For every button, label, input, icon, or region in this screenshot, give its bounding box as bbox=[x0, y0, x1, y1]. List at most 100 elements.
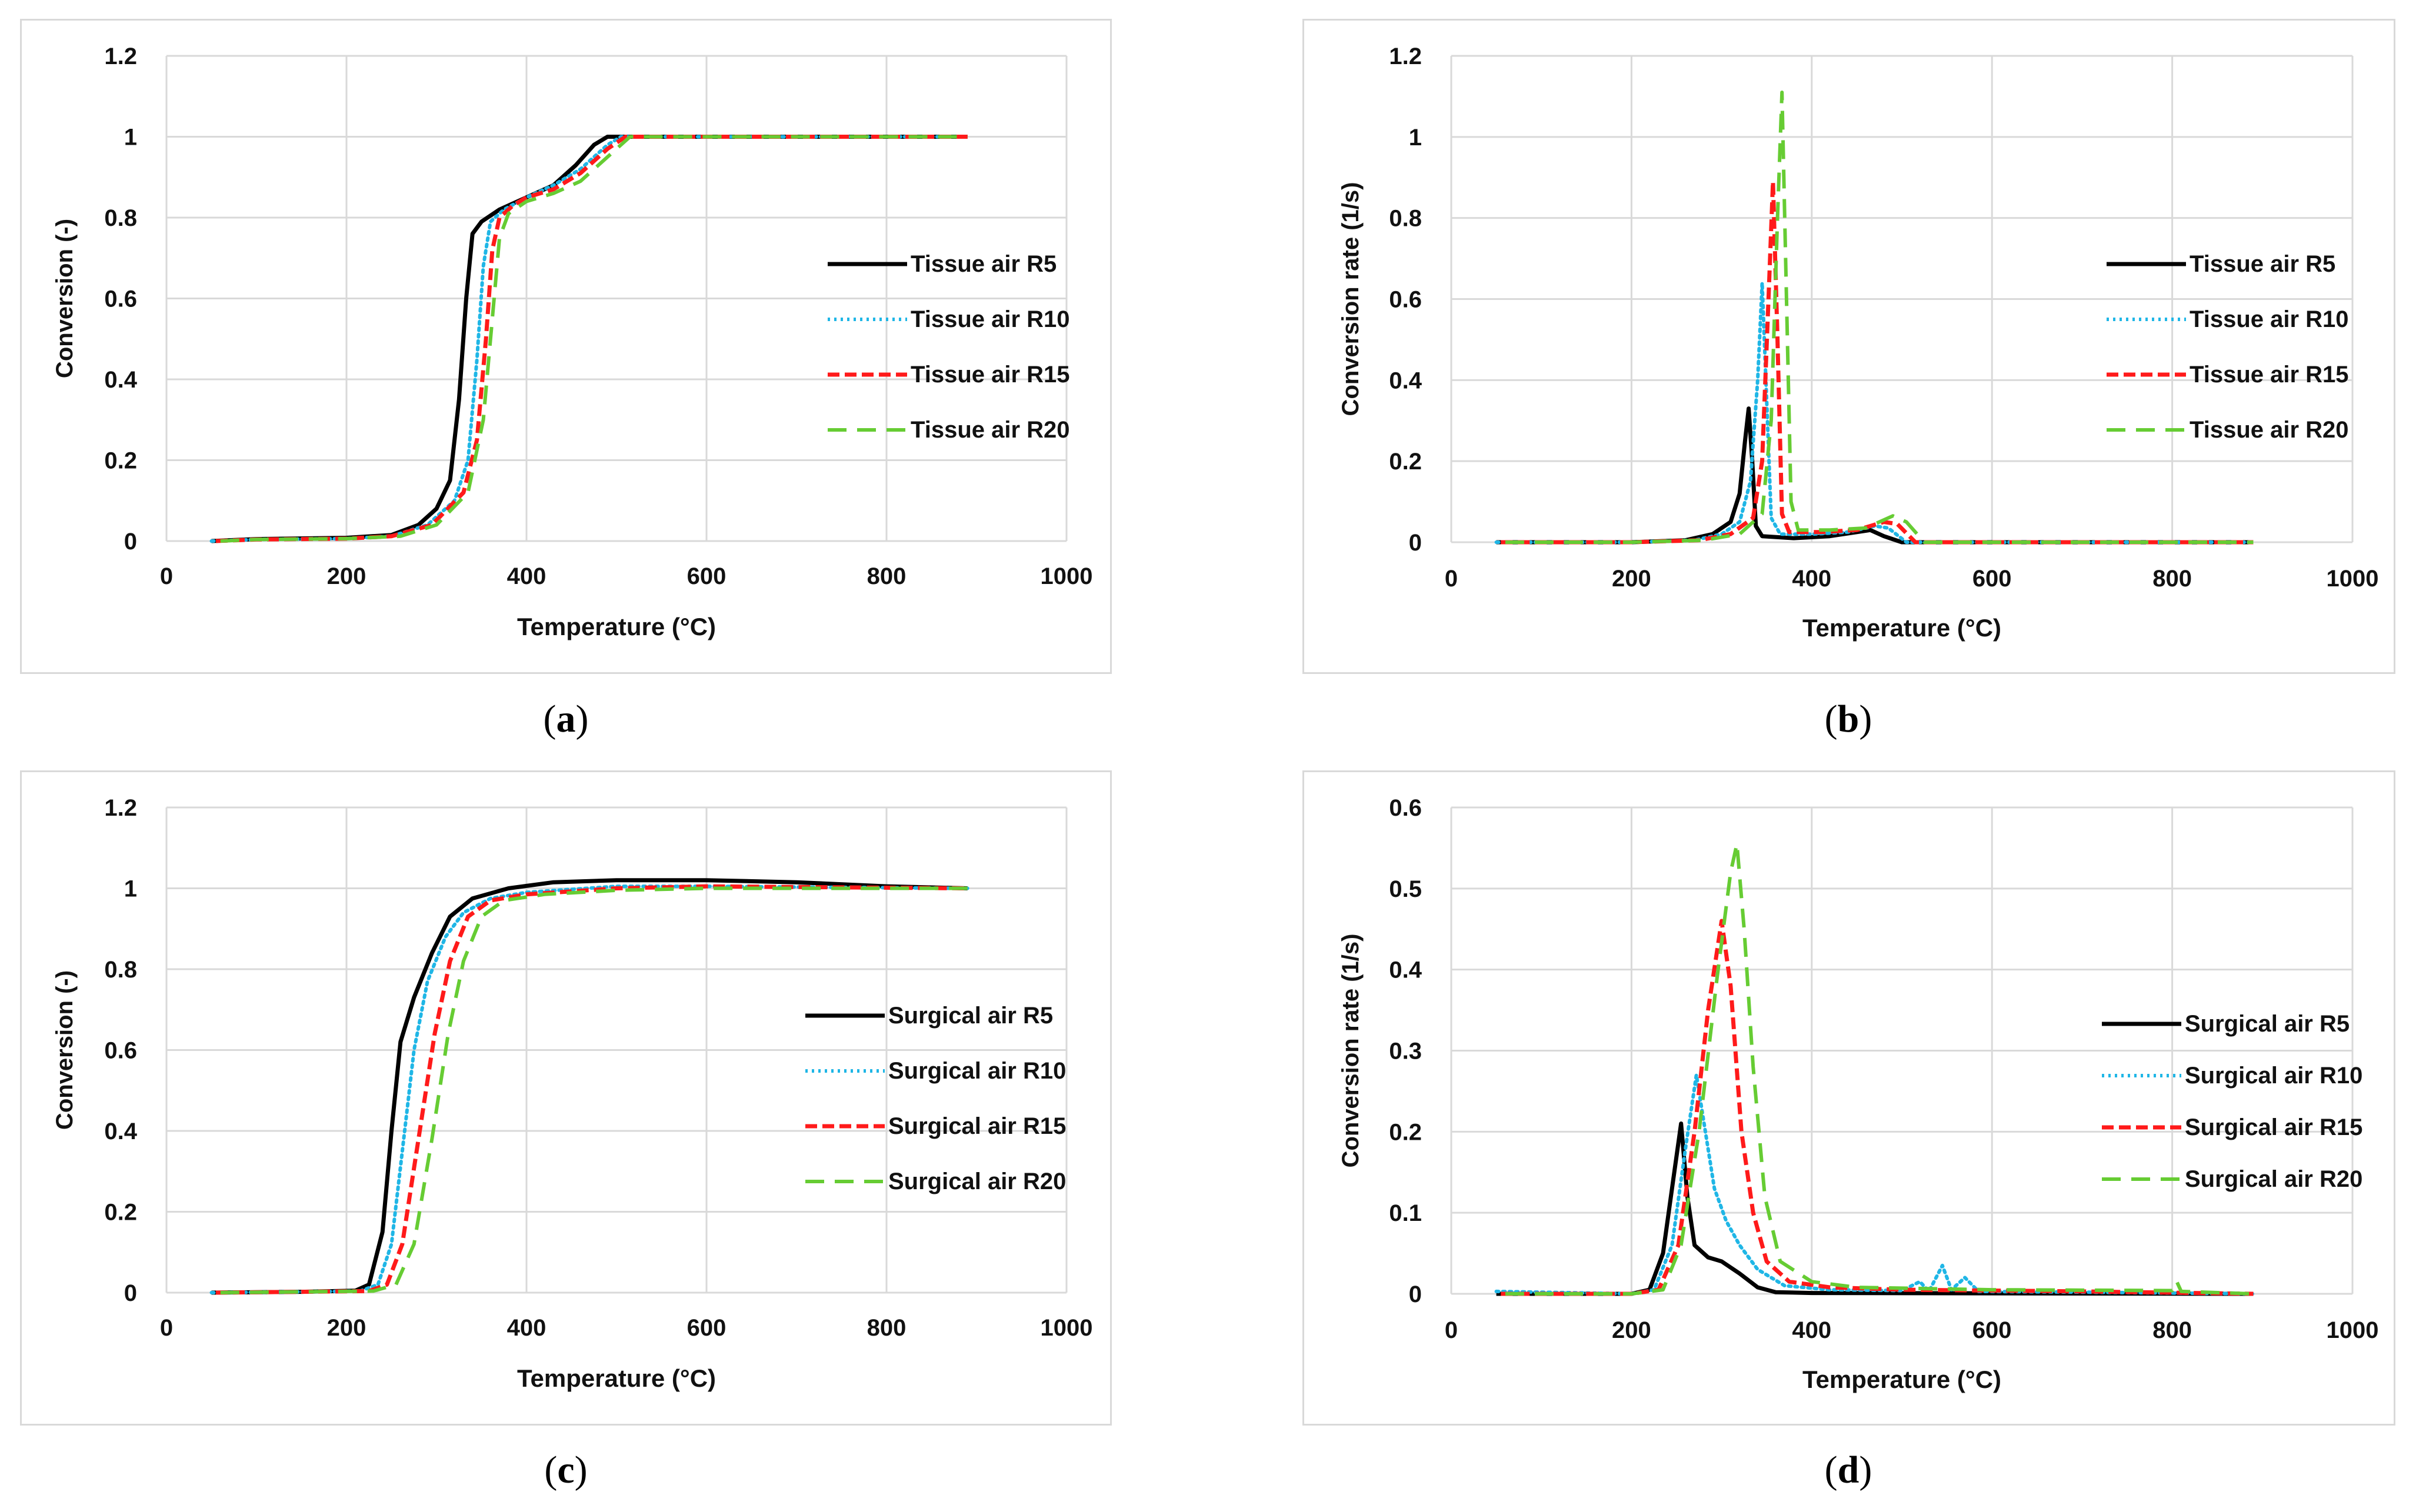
y-tick-label: 1 bbox=[124, 125, 137, 151]
y-axis-title: Conversion (-) bbox=[52, 219, 78, 378]
series-line-1 bbox=[1496, 406, 2254, 545]
legend-label: Surgical air R15 bbox=[2185, 1114, 2362, 1140]
caption-d: (d) bbox=[1824, 1448, 1872, 1491]
series-line-3 bbox=[215, 135, 968, 543]
x-tick-label: 1000 bbox=[1041, 563, 1093, 589]
series-line-4 bbox=[1505, 842, 2254, 1296]
y-tick-label: 0.3 bbox=[1389, 1039, 1422, 1064]
y-tick-label: 0.6 bbox=[1389, 287, 1422, 313]
legend-label: Surgical air R10 bbox=[888, 1058, 1066, 1084]
x-tick-label: 400 bbox=[507, 1315, 546, 1341]
legend-label: Tissue air R5 bbox=[911, 251, 1057, 277]
x-axis-title: Temperature (°C) bbox=[1802, 614, 2001, 642]
legend-label: Tissue air R15 bbox=[911, 362, 1070, 388]
y-tick-label: 1.2 bbox=[1389, 44, 1422, 69]
legend-label: Surgical air R20 bbox=[2185, 1166, 2362, 1192]
chart-c-plot: 0 0.2 0.4 0.6 0.8 1 1.2 0 200 400 600 800 1000 Conver… bbox=[52, 795, 1093, 1392]
x-tick-label: 200 bbox=[1612, 566, 1651, 592]
chart-a-plot: 0 0.2 0.4 0.6 0.8 1 1.2 0 200 400 600 800 1000 Conver… bbox=[52, 44, 1093, 640]
legend-label: Tissue air R20 bbox=[2190, 417, 2349, 443]
x-tick-label: 800 bbox=[867, 1315, 907, 1341]
y-tick-label: 0 bbox=[1409, 530, 1422, 556]
chart-d: 0 0.1 0.2 0.3 0.4 0.5 0.6 0 200 400 600 800 1000 Conv… bbox=[1302, 770, 2395, 1426]
y-tick-label: 0 bbox=[1409, 1281, 1422, 1307]
x-axis-title: Temperature (°C) bbox=[1802, 1366, 2001, 1393]
series-line-4 bbox=[220, 886, 968, 1294]
legend-label: Tissue air R10 bbox=[2190, 306, 2349, 332]
series-line-4 bbox=[220, 135, 968, 543]
y-tick-label: 0.4 bbox=[1389, 957, 1422, 983]
y-tick-label: 1.2 bbox=[104, 44, 137, 69]
chart-b: 0 0.2 0.4 0.6 0.8 1 1.2 0 200 400 600 800 1000 Conver… bbox=[1302, 19, 2395, 674]
chart-b-plot: 0 0.2 0.4 0.6 0.8 1 1.2 0 200 400 600 800 1000 Conver… bbox=[1338, 44, 2379, 642]
series-line-2 bbox=[1494, 281, 2255, 544]
y-tick-label: 0.8 bbox=[104, 205, 137, 231]
series-line-1 bbox=[1496, 1122, 2254, 1296]
x-tick-label: 200 bbox=[1612, 1317, 1651, 1343]
x-tick-label: 1000 bbox=[2327, 566, 2379, 592]
x-tick-label: 600 bbox=[1972, 566, 2012, 592]
y-tick-label: 0.1 bbox=[1389, 1200, 1422, 1226]
y-tick-label: 0.6 bbox=[104, 286, 137, 312]
y-tick-label: 0.2 bbox=[1389, 1119, 1422, 1145]
x-tick-label: 0 bbox=[1445, 1317, 1458, 1343]
chart-a: 0 0.2 0.4 0.6 0.8 1 1.2 0 200 400 600 800 1000 Conver… bbox=[20, 19, 1112, 674]
x-tick-label: 400 bbox=[1792, 566, 1831, 592]
x-axis-title: Temperature (°C) bbox=[517, 1364, 716, 1392]
x-tick-label: 0 bbox=[1445, 566, 1458, 592]
y-axis-title: Conversion rate (1/s) bbox=[1338, 934, 1364, 1168]
gridlines bbox=[165, 55, 1068, 542]
x-tick-label: 1000 bbox=[2327, 1317, 2379, 1343]
y-tick-label: 0.8 bbox=[1389, 206, 1422, 232]
caption-b: (b) bbox=[1824, 697, 1872, 740]
series-line-2 bbox=[209, 884, 969, 1294]
y-tick-label: 0.4 bbox=[104, 1119, 137, 1144]
x-tick-label: 800 bbox=[867, 563, 907, 589]
x-tick-label: 0 bbox=[160, 1315, 173, 1341]
x-tick-label: 800 bbox=[2152, 566, 2192, 592]
y-tick-label: 0.6 bbox=[104, 1038, 137, 1064]
x-tick-label: 600 bbox=[687, 1315, 727, 1341]
legend-label: Tissue air R10 bbox=[911, 306, 1070, 332]
legend-label: Tissue air R20 bbox=[911, 417, 1070, 443]
x-tick-label: 400 bbox=[1792, 1317, 1831, 1343]
y-tick-label: 0.4 bbox=[104, 367, 137, 393]
y-tick-label: 0.6 bbox=[1389, 795, 1422, 821]
caption-c: (c) bbox=[544, 1448, 588, 1491]
y-tick-label: 0.2 bbox=[104, 1200, 137, 1226]
legend-label: Surgical air R15 bbox=[888, 1113, 1066, 1139]
gridlines bbox=[1450, 806, 2354, 1295]
x-tick-label: 400 bbox=[507, 563, 546, 589]
y-tick-label: 0.5 bbox=[1389, 876, 1422, 902]
series-line-3 bbox=[1501, 919, 2254, 1296]
x-tick-label: 200 bbox=[327, 563, 366, 589]
chart-c: 0 0.2 0.4 0.6 0.8 1 1.2 0 200 400 600 800 1000 Conver… bbox=[20, 770, 1112, 1426]
legend: Tissue air R5 Tissue air R10 Tissue air R1… bbox=[828, 251, 1070, 443]
series-line-2 bbox=[209, 135, 969, 543]
legend-label: Tissue air R5 bbox=[2190, 251, 2335, 277]
legend: Surgical air R5 Surgical air R10 Surgical … bbox=[2102, 1011, 2362, 1192]
series-line-3 bbox=[216, 884, 968, 1295]
series-line-1 bbox=[211, 135, 968, 543]
legend-label: Surgical air R5 bbox=[888, 1003, 1053, 1029]
legend-label: Surgical air R10 bbox=[2185, 1063, 2362, 1089]
legend: Surgical air R5 Surgical air R10 Surgical … bbox=[805, 1003, 1066, 1194]
legend-label: Tissue air R15 bbox=[2190, 362, 2349, 388]
y-tick-label: 0.2 bbox=[1389, 449, 1422, 475]
legend-label: Surgical air R5 bbox=[2185, 1011, 2350, 1037]
y-tick-label: 1 bbox=[1409, 125, 1422, 151]
x-tick-label: 600 bbox=[1972, 1317, 2012, 1343]
x-tick-label: 1000 bbox=[1041, 1315, 1093, 1341]
caption-a: (a) bbox=[543, 697, 589, 740]
gridlines bbox=[1450, 55, 2354, 543]
x-tick-label: 600 bbox=[687, 563, 727, 589]
x-tick-label: 200 bbox=[327, 1315, 366, 1341]
x-tick-label: 800 bbox=[2152, 1317, 2192, 1343]
y-tick-label: 1 bbox=[124, 876, 137, 902]
series-line-2 bbox=[1494, 1073, 2255, 1296]
y-tick-label: 0.8 bbox=[104, 957, 137, 983]
series-line-1 bbox=[211, 878, 968, 1295]
legend: Tissue air R5 Tissue air R10 Tissue air R1… bbox=[2107, 251, 2349, 443]
y-tick-label: 0 bbox=[124, 1280, 137, 1306]
y-tick-label: 1.2 bbox=[104, 795, 137, 821]
